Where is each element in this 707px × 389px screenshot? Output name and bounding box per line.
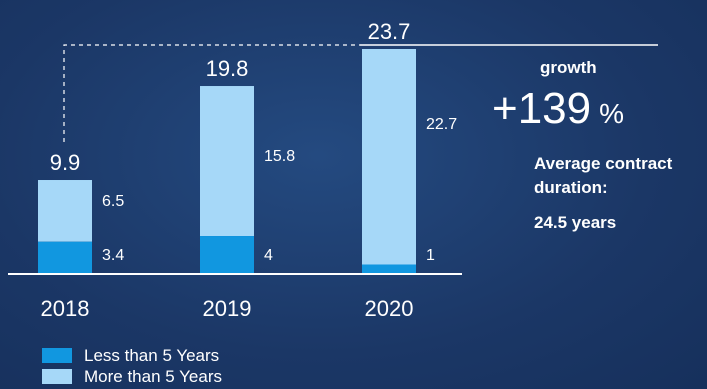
bar-2019-more-than-5-years (200, 86, 254, 237)
growth-label: growth (540, 58, 597, 77)
bar-2018-more-than-5-years (38, 180, 92, 242)
data-label-lower-2018: 3.4 (102, 247, 124, 264)
bar-2020-less-than-5-years (362, 264, 416, 274)
growth-value: +139% (492, 84, 624, 134)
bar-2020-more-than-5-years (362, 49, 416, 265)
legend-item-more-than-5: More than 5 Years (42, 366, 222, 387)
data-label-lower-2019: 4 (264, 247, 273, 264)
x-tick-2018: 2018 (41, 296, 90, 321)
total-label-2019: 19.8 (206, 56, 249, 81)
contract-duration-label: Average contract duration: (534, 154, 673, 197)
data-label-upper-2019: 15.8 (264, 148, 295, 165)
x-tick-2019: 2019 (203, 296, 252, 321)
data-label-upper-2020: 22.7 (426, 116, 457, 133)
legend-swatch-more-than-5 (42, 369, 72, 384)
total-label-2018: 9.9 (50, 150, 81, 175)
data-label-lower-2020: 1 (426, 247, 435, 264)
bar-2019-less-than-5-years (200, 236, 254, 274)
growth-unit: % (599, 98, 625, 129)
legend-item-less-than-5: Less than 5 Years (42, 345, 222, 366)
contract-duration-value: 24.5 years (534, 213, 617, 232)
bar-2018-less-than-5-years (38, 241, 92, 274)
legend-label-less-than-5: Less than 5 Years (84, 345, 220, 365)
x-tick-2020: 2020 (365, 296, 414, 321)
growth-dashed-connector (63, 44, 360, 143)
growth-number: +139 (492, 84, 592, 133)
legend-swatch-less-than-5 (42, 348, 72, 363)
data-label-upper-2018: 6.5 (102, 193, 124, 210)
legend: Less than 5 Years More than 5 Years (42, 345, 222, 387)
total-label-2020: 23.7 (368, 19, 411, 44)
legend-label-more-than-5: More than 5 Years (84, 366, 222, 386)
